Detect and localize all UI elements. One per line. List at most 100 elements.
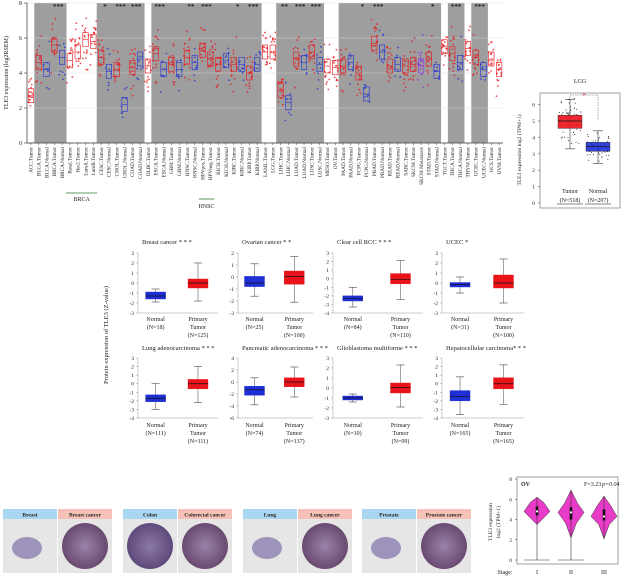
data-point: [216, 84, 219, 86]
group-label: Tumor: [392, 325, 408, 331]
data-point: [273, 40, 276, 43]
data-point: [79, 62, 82, 65]
data-point: [154, 47, 157, 50]
data-point: [348, 63, 350, 66]
data-point: [268, 62, 271, 65]
significance-bracket: [569, 94, 599, 120]
normal-tissue-fragment-image: [12, 537, 42, 559]
x-tick-label: PRAD.Normal: [380, 146, 386, 178]
data-point: [214, 48, 216, 51]
y-tick-label: -1: [129, 291, 134, 297]
p-value: p=0.04: [601, 481, 620, 488]
data-point: [86, 68, 89, 71]
data-point: [289, 98, 292, 100]
data-point: [481, 67, 484, 70]
y-tick-label: 0: [435, 281, 438, 287]
data-point: [264, 36, 267, 39]
data-point: [274, 59, 277, 62]
data-point: [461, 80, 464, 82]
data-point: [208, 53, 211, 56]
data-point: [389, 52, 392, 55]
data-point: [472, 72, 475, 75]
data-point: [108, 53, 111, 56]
protein-panel: Pancreatic adenocarcinoma * * * -6 -4 -2 0 2 4…: [229, 345, 328, 445]
data-point: [232, 49, 235, 52]
significance-marker: ***: [295, 3, 306, 11]
significance-marker: ***: [248, 3, 259, 11]
data-point: [457, 65, 460, 68]
data-point: [159, 90, 162, 93]
data-point: [63, 46, 66, 49]
data-point: [335, 78, 338, 81]
data-point: [239, 69, 242, 72]
data-point: [342, 90, 344, 93]
x-tick-label: PAAD.Normal: [349, 146, 355, 177]
data-point: [246, 91, 249, 93]
data-point: [312, 68, 314, 71]
data-point: [29, 105, 32, 107]
group-label: Tumor: [562, 189, 578, 195]
data-point: [177, 76, 180, 79]
data-point: [435, 61, 438, 64]
data-point: [74, 38, 77, 41]
data-point: [148, 78, 150, 81]
data-point: [376, 23, 378, 25]
data-point: [426, 84, 429, 87]
y-tick-label: 2: [326, 366, 329, 372]
protein-expression-panels: Protein expression of TLE3 (Z-value) Brea…: [103, 239, 526, 445]
data-point: [451, 62, 454, 65]
data-point: [591, 152, 593, 154]
data-point: [35, 53, 38, 56]
significance-marker: ***: [115, 3, 126, 11]
data-point: [484, 78, 487, 81]
data-point: [491, 59, 493, 61]
data-point: [255, 54, 257, 57]
data-point: [468, 46, 471, 49]
y-tick-label: 4: [231, 356, 234, 362]
data-point: [297, 36, 300, 39]
data-point: [114, 80, 117, 83]
data-point: [132, 62, 135, 65]
data-point: [292, 47, 295, 50]
data-point: [327, 88, 330, 91]
data-point: [97, 64, 100, 67]
data-point: [84, 27, 87, 30]
data-point: [592, 140, 594, 142]
data-point: [81, 57, 84, 60]
data-point: [145, 81, 148, 84]
data-point: [83, 29, 86, 32]
x-tick-label: CHOL.Normal: [122, 146, 128, 178]
normal-header: [123, 509, 177, 519]
data-point: [340, 89, 343, 92]
significance-marker: ***: [451, 3, 462, 11]
normal-tissue-label: Lung: [264, 513, 277, 519]
data-point: [130, 49, 133, 51]
data-point: [359, 75, 361, 78]
y-tick-label: 2: [326, 260, 329, 266]
normal-tissue-fragment-image: [371, 537, 401, 559]
y-tick-label: 4: [532, 135, 535, 141]
data-point: [351, 69, 354, 72]
data-point: [335, 85, 338, 88]
data-point: [357, 66, 360, 68]
data-point: [59, 70, 62, 73]
group-label: Tumor: [190, 325, 206, 331]
data-point: [313, 62, 316, 64]
ihc-pair: Breast Breast cancer: [3, 509, 112, 573]
data-point: [560, 102, 562, 104]
data-point: [356, 94, 358, 97]
data-point: [350, 73, 353, 76]
data-point: [335, 48, 338, 51]
data-point: [294, 61, 296, 64]
data-point: [37, 66, 39, 69]
data-point: [147, 90, 149, 93]
normal-tissue-label: Prostate: [379, 513, 399, 519]
data-point: [72, 38, 74, 40]
data-point: [98, 42, 101, 45]
significance-marker: *: [103, 3, 107, 11]
data-point: [131, 70, 134, 72]
data-point: [469, 62, 471, 64]
data-point: [211, 61, 214, 64]
y-axis-label: TLE3 expression log2 (TPM+1): [516, 114, 523, 185]
data-point: [116, 69, 119, 72]
